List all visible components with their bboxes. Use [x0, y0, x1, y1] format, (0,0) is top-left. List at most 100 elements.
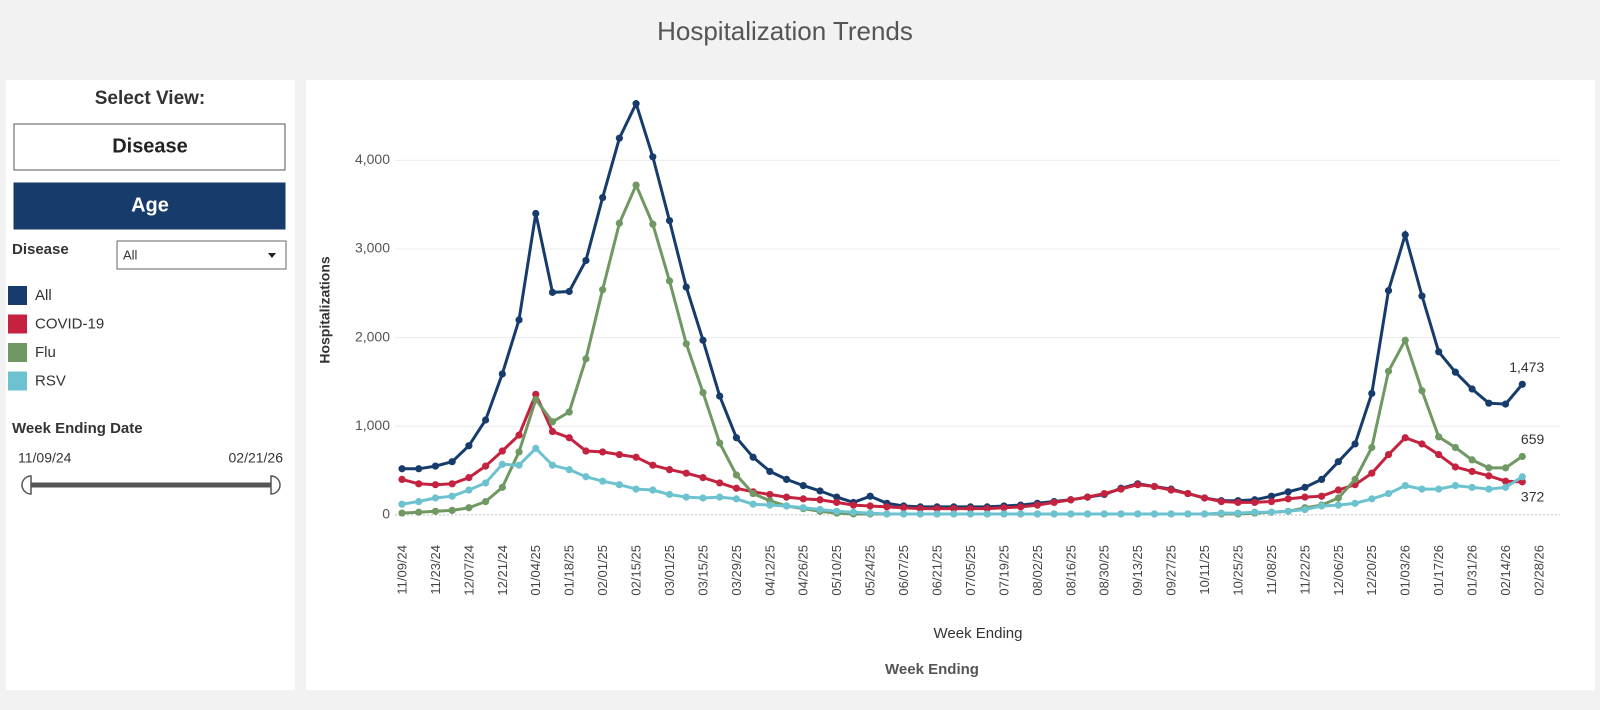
- data-point[interactable]: [1134, 510, 1142, 518]
- data-point[interactable]: [532, 396, 540, 404]
- data-point[interactable]: [716, 439, 724, 447]
- data-point[interactable]: [782, 493, 791, 501]
- data-point[interactable]: [1384, 367, 1393, 375]
- data-point[interactable]: [582, 473, 590, 481]
- data-point[interactable]: [1318, 475, 1326, 483]
- data-point[interactable]: [1184, 489, 1192, 498]
- data-point[interactable]: [1033, 510, 1041, 518]
- data-point[interactable]: [816, 505, 824, 514]
- data-point[interactable]: [532, 444, 540, 452]
- data-point[interactable]: [398, 475, 406, 483]
- data-point[interactable]: [482, 497, 490, 506]
- data-point[interactable]: [431, 494, 440, 502]
- data-point[interactable]: [1435, 433, 1443, 441]
- data-point[interactable]: [1050, 498, 1058, 507]
- data-point[interactable]: [916, 505, 924, 513]
- data-point[interactable]: [1468, 483, 1476, 491]
- data-point[interactable]: [1334, 486, 1342, 494]
- data-point[interactable]: [565, 287, 573, 296]
- data-point[interactable]: [766, 490, 774, 499]
- data-point[interactable]: [1217, 509, 1225, 517]
- data-point[interactable]: [465, 504, 473, 512]
- data-point[interactable]: [732, 484, 741, 492]
- data-point[interactable]: [431, 462, 440, 470]
- data-point[interactable]: [716, 479, 724, 487]
- data-point[interactable]: [415, 508, 423, 516]
- data-point[interactable]: [1418, 485, 1426, 493]
- data-point[interactable]: [1017, 510, 1025, 518]
- data-point[interactable]: [1150, 510, 1159, 518]
- data-point[interactable]: [1284, 495, 1292, 503]
- data-point[interactable]: [1083, 493, 1092, 501]
- legend-label[interactable]: Flu: [35, 344, 56, 361]
- data-point[interactable]: [1234, 498, 1242, 507]
- data-point[interactable]: [565, 466, 573, 474]
- data-point[interactable]: [900, 510, 908, 518]
- data-point[interactable]: [933, 510, 941, 518]
- data-point[interactable]: [1435, 348, 1443, 356]
- data-point[interactable]: [732, 434, 741, 442]
- data-point[interactable]: [599, 448, 607, 456]
- data-point[interactable]: [1334, 501, 1342, 509]
- view-button[interactable]: [13, 123, 286, 171]
- data-point[interactable]: [1318, 502, 1326, 510]
- data-point[interactable]: [716, 493, 724, 501]
- data-point[interactable]: [632, 453, 640, 461]
- data-point[interactable]: [448, 458, 456, 466]
- legend-swatch[interactable]: [8, 286, 27, 305]
- data-point[interactable]: [950, 505, 958, 513]
- data-point[interactable]: [1435, 450, 1443, 459]
- data-point[interactable]: [1267, 492, 1276, 500]
- data-point[interactable]: [398, 465, 406, 473]
- data-point[interactable]: [1401, 231, 1409, 239]
- data-point[interactable]: [966, 510, 975, 518]
- view-button[interactable]: [13, 182, 286, 230]
- data-point[interactable]: [665, 277, 674, 285]
- data-point[interactable]: [782, 502, 791, 510]
- data-point[interactable]: [1435, 485, 1443, 493]
- data-point[interactable]: [649, 220, 657, 228]
- data-point[interactable]: [1501, 464, 1510, 472]
- data-point[interactable]: [1100, 510, 1108, 518]
- data-point[interactable]: [1368, 389, 1376, 398]
- data-point[interactable]: [1518, 478, 1526, 486]
- data-point[interactable]: [1351, 440, 1359, 448]
- data-point[interactable]: [1418, 292, 1426, 300]
- data-point[interactable]: [1401, 481, 1409, 490]
- filter-dropdown[interactable]: [116, 240, 287, 270]
- data-point[interactable]: [833, 498, 841, 507]
- data-point[interactable]: [950, 510, 958, 518]
- data-point[interactable]: [1150, 482, 1159, 491]
- data-point[interactable]: [1401, 434, 1409, 442]
- data-point[interactable]: [665, 466, 674, 474]
- data-point[interactable]: [582, 256, 590, 265]
- data-point[interactable]: [866, 502, 874, 510]
- data-point[interactable]: [699, 494, 707, 502]
- data-point[interactable]: [498, 370, 506, 378]
- data-point[interactable]: [799, 495, 807, 503]
- data-point[interactable]: [398, 509, 406, 517]
- data-point[interactable]: [1485, 472, 1493, 480]
- data-point[interactable]: [1384, 450, 1393, 459]
- data-point[interactable]: [632, 485, 640, 493]
- data-point[interactable]: [1100, 489, 1108, 498]
- data-point[interactable]: [565, 408, 573, 416]
- data-point[interactable]: [1518, 380, 1526, 388]
- data-point[interactable]: [782, 475, 791, 483]
- data-point[interactable]: [1217, 497, 1225, 506]
- data-point[interactable]: [649, 486, 657, 494]
- data-point[interactable]: [883, 510, 891, 518]
- legend-swatch[interactable]: [8, 343, 27, 362]
- data-point[interactable]: [1451, 481, 1459, 490]
- data-point[interactable]: [1033, 501, 1041, 509]
- data-point[interactable]: [1334, 458, 1342, 466]
- legend-label[interactable]: All: [35, 287, 52, 304]
- data-point[interactable]: [833, 507, 841, 515]
- legend-label[interactable]: COVID-19: [35, 315, 104, 332]
- data-point[interactable]: [515, 431, 523, 439]
- data-point[interactable]: [1301, 505, 1309, 514]
- data-point[interactable]: [615, 450, 623, 459]
- data-point[interactable]: [1117, 485, 1125, 493]
- data-point[interactable]: [749, 453, 757, 461]
- data-point[interactable]: [1251, 498, 1259, 507]
